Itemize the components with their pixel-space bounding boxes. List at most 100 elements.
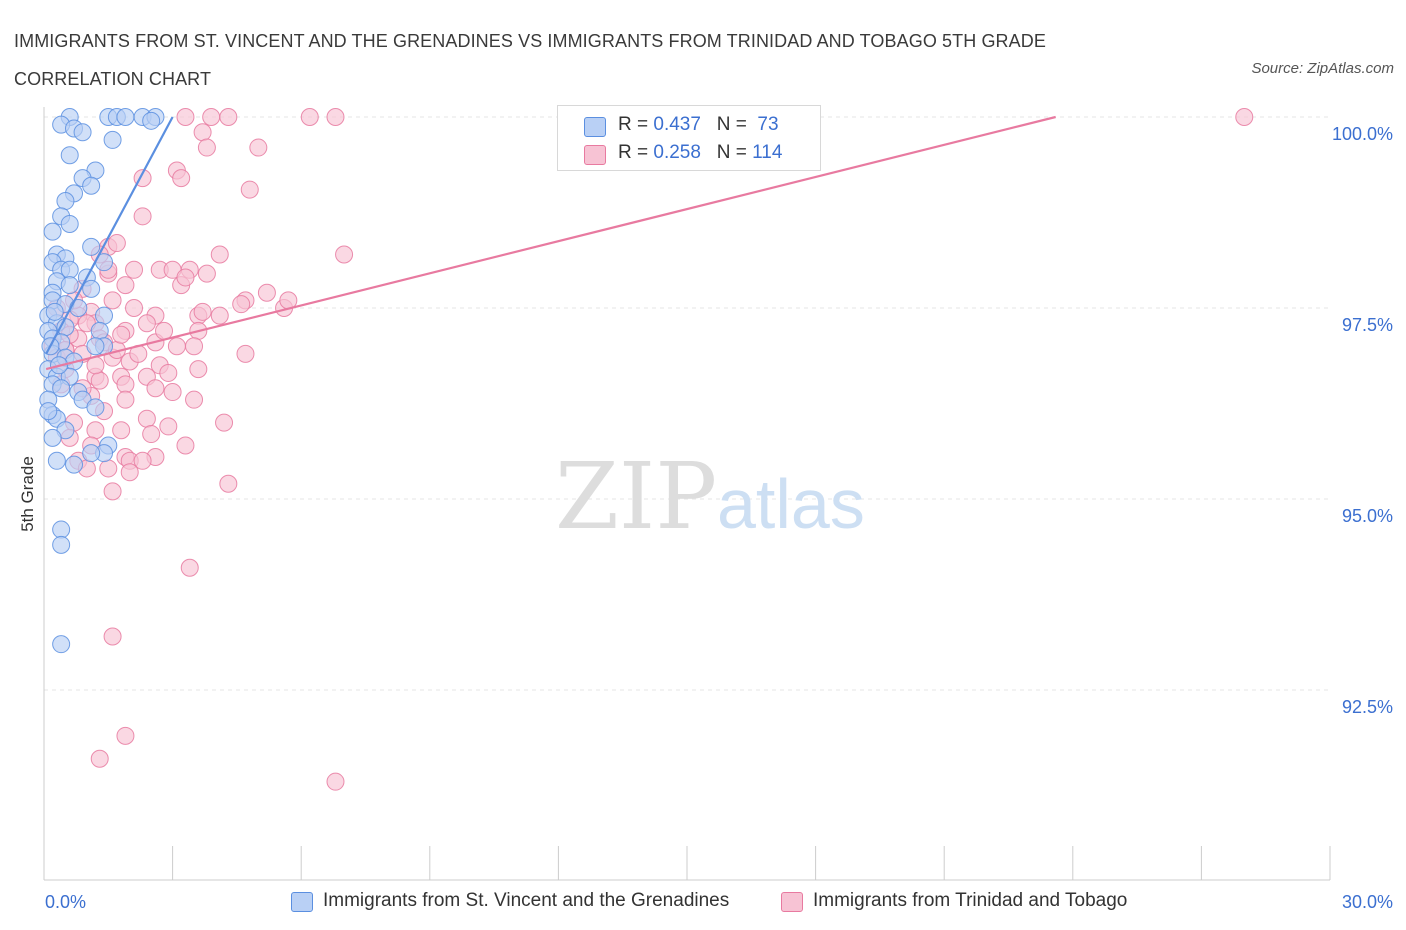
legend-r-value-blue: 0.437 [653, 114, 701, 135]
trinidad-point [189, 360, 208, 379]
stvincent-point [47, 451, 66, 470]
stvincent-point [82, 237, 101, 256]
series-stvincent-points [39, 108, 165, 654]
trend-lines [45, 115, 1056, 371]
x-tick-labels: 0.0% 30.0% [45, 892, 1393, 912]
trinidad-point [120, 463, 139, 482]
trinidad-point [137, 409, 156, 428]
stvincent-point [82, 279, 101, 298]
trinidad-point [185, 337, 204, 356]
trinidad-point [219, 108, 238, 126]
trinidad-point [180, 558, 199, 577]
trinidad-point [193, 302, 212, 321]
trinidad-point [155, 321, 174, 340]
y-tick-labels: 100.0% 97.5% 95.0% 92.5% [1332, 124, 1393, 717]
trinidad-point [163, 383, 182, 402]
trinidad-point [90, 371, 109, 390]
legend-n-label-blue: N = [716, 114, 753, 135]
trinidad-point [125, 260, 144, 279]
trinidad-point [176, 436, 195, 455]
trinidad-point [133, 207, 152, 226]
trinidad-point [219, 474, 238, 493]
trinidad-point [116, 726, 135, 745]
stvincent-point [43, 428, 62, 447]
trinidad-point [99, 459, 118, 478]
trinidad-point [133, 451, 152, 470]
stvincent-point [52, 535, 71, 554]
legend-swatch-blue [584, 117, 606, 137]
trinidad-point [1235, 108, 1254, 126]
trinidad-point [103, 482, 122, 501]
y-axis-label: 5th Grade [18, 456, 37, 532]
stvincent-point [56, 192, 75, 211]
stvincent-point [86, 398, 105, 417]
trinidad-trend-line [45, 115, 1056, 371]
stvincent-point [82, 176, 101, 195]
stvincent-point [142, 111, 161, 130]
trinidad-point [103, 627, 122, 646]
x-tick-label-max: 30.0% [1342, 892, 1393, 912]
stvincent-point [116, 108, 135, 126]
trinidad-point [90, 749, 109, 768]
series-trinidad-points [43, 108, 1254, 791]
trinidad-point [210, 306, 229, 325]
bottom-legend-swatch-blue [291, 892, 313, 912]
bottom-legend-label-blue: Immigrants from St. Vincent and the Gren… [323, 890, 730, 911]
stvincent-point [103, 130, 122, 149]
trinidad-point [159, 417, 178, 436]
watermark-atlas: atlas [717, 465, 865, 543]
legend-n-value-blue: 73 [757, 114, 779, 135]
stvincent-point [86, 337, 105, 356]
x-tick-label-min: 0.0% [45, 892, 86, 912]
trinidad-point [257, 283, 276, 302]
stvincent-point [65, 455, 84, 474]
bottom-legend-label-pink: Immigrants from Trinidad and Tobago [813, 890, 1128, 911]
stvincent-point [43, 222, 62, 241]
legend-r-label-blue: R = [618, 114, 654, 135]
trinidad-point [232, 295, 251, 314]
y-tick-label: 92.5% [1342, 697, 1393, 717]
stvincent-point [39, 402, 58, 421]
trinidad-point [197, 264, 216, 283]
y-tick-label: 95.0% [1342, 506, 1393, 526]
stvincent-point [82, 444, 101, 463]
stvincent-point [73, 123, 92, 142]
trinidad-point [172, 169, 191, 188]
trinidad-point [137, 314, 156, 333]
trinidad-point [112, 421, 131, 440]
trinidad-point [326, 772, 345, 791]
trinidad-point [116, 375, 135, 394]
stvincent-point [95, 306, 114, 325]
stvincent-point [45, 302, 64, 321]
legend-r-value-pink: 0.258 [653, 142, 701, 163]
trinidad-point [116, 276, 135, 295]
trinidad-point [249, 138, 268, 157]
trinidad-point [146, 379, 165, 398]
trinidad-point [326, 108, 345, 126]
y-tick-label: 100.0% [1332, 124, 1393, 144]
trinidad-point [197, 138, 216, 157]
legend-n-value-pink: 114 [752, 142, 783, 163]
trinidad-point [202, 108, 221, 126]
stvincent-point [60, 146, 79, 165]
trinidad-point [159, 363, 178, 382]
stvincent-point [52, 635, 71, 654]
trinidad-point [335, 245, 354, 264]
legend-swatch-pink [584, 145, 606, 165]
trinidad-point [236, 344, 255, 363]
trinidad-point [240, 180, 259, 199]
watermark: ZIP atlas [555, 443, 865, 550]
trinidad-point [142, 425, 161, 444]
trinidad-point [215, 413, 234, 432]
chart-source: Source: ZipAtlas.com [1251, 60, 1394, 77]
stvincent-point [52, 520, 71, 539]
bottom-legend-swatch-pink [781, 892, 803, 912]
axes [43, 107, 1331, 881]
trinidad-point [86, 421, 105, 440]
trinidad-point [185, 390, 204, 409]
trinidad-point [116, 390, 135, 409]
stvincent-trend-line [45, 116, 174, 355]
trinidad-point [210, 245, 229, 264]
watermark-zip: ZIP [555, 443, 717, 550]
legend-n-label-pink: N = [716, 142, 753, 163]
